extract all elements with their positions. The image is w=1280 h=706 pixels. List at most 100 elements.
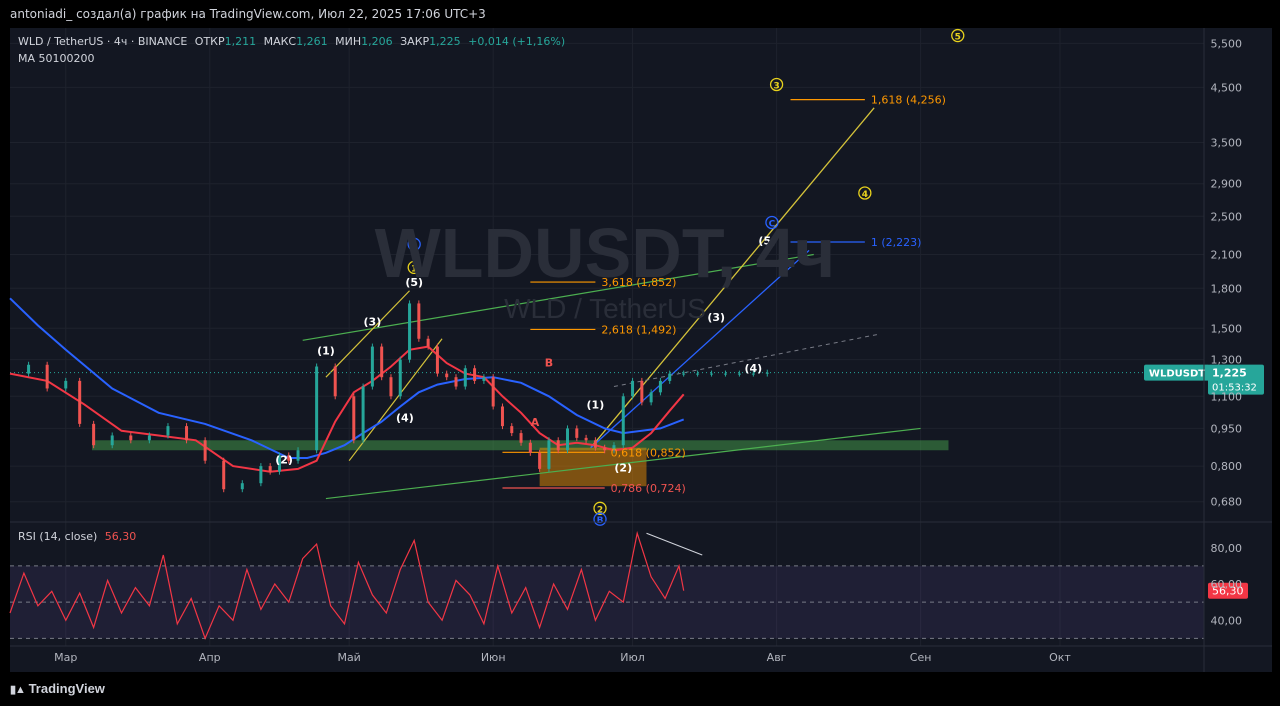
candle-body <box>417 303 421 339</box>
candle-body <box>463 368 467 387</box>
fib-level-label: 0,786 (0,724) <box>611 482 686 495</box>
wedge-lower <box>348 338 443 462</box>
price-tick-label: 1,800 <box>1211 282 1243 295</box>
legend-high-label: МАКС <box>263 35 297 48</box>
candle-body <box>389 377 393 397</box>
wave-circle <box>765 215 779 230</box>
wave-label: (4) <box>396 412 414 425</box>
candle-body <box>510 426 514 434</box>
time-tick-label: Сен <box>910 651 932 664</box>
wave-circle <box>769 77 784 92</box>
ma-slow-line <box>9 297 685 459</box>
time-tick-label: Окт <box>1049 651 1071 664</box>
candle-body <box>166 426 170 436</box>
candle-body <box>45 364 49 389</box>
candle-body <box>491 377 495 407</box>
tv-logo-text: TradingView <box>28 681 105 696</box>
legend-open-label: ОТКР <box>194 35 225 48</box>
time-tick-label: Авг <box>767 651 787 664</box>
candle-body <box>361 386 365 441</box>
candle-body <box>92 423 96 446</box>
fib-level-label: 1 (2,223) <box>871 236 922 249</box>
price-tick-label: 5,500 <box>1211 37 1243 50</box>
fib-level-label: 1,618 (4,256) <box>871 94 946 107</box>
price-tag-countdown: 01:53:32 <box>1212 383 1257 394</box>
price-chart[interactable]: 3,618 (1,852) 2,618 (1,492) 0,618 (0,852) 0… <box>0 0 1280 672</box>
plot-background <box>10 28 1204 646</box>
price-tick-label: 4,500 <box>1211 81 1243 94</box>
candle-body <box>203 440 207 461</box>
candle-body <box>408 303 412 360</box>
rsi-tag-value: 56,30 <box>1212 585 1244 598</box>
ma-legend[interactable]: MA 50100200 <box>18 52 95 65</box>
price-tick-label: 0,950 <box>1211 422 1243 435</box>
fib-level-label: 3,618 (1,852) <box>601 276 676 289</box>
wave-label: (3) <box>707 311 725 324</box>
candle-body <box>658 380 662 393</box>
channel-top <box>302 253 814 341</box>
caption-bar: antoniadi_ создал(а) график на TradingVi… <box>0 0 1280 28</box>
wave3-arrow <box>590 107 875 449</box>
wave-circle-label: A <box>411 241 418 251</box>
candle-body <box>129 435 133 441</box>
candle-body <box>751 373 755 375</box>
wave-label: (2) <box>614 462 632 475</box>
chart-zones <box>10 440 1204 639</box>
candle-body <box>556 440 560 451</box>
rsi-legend[interactable]: RSI (14, close) 56,30 <box>18 530 136 543</box>
legend-close: 1,225 <box>429 35 461 48</box>
rsi-line <box>9 530 685 641</box>
legend-change: +0,014 (+1,16%) <box>468 35 566 48</box>
symbol-tag-label: WLDUSDT <box>1149 369 1205 380</box>
footer-bar <box>0 672 1280 706</box>
candle-body <box>259 466 263 484</box>
wave-circle-label: 5 <box>955 33 961 43</box>
wave-label: (2) <box>275 453 293 466</box>
wave-circle <box>951 28 965 43</box>
candle-body <box>78 380 82 424</box>
tradingview-logo[interactable]: ▮▲ TradingView <box>10 681 105 696</box>
candle-body <box>593 440 597 448</box>
wave-circle-label: C <box>769 220 776 230</box>
wave-c-arrow <box>590 249 810 449</box>
candle-body <box>696 373 700 375</box>
candle-body <box>240 483 244 490</box>
price-tag-value: 1,225 <box>1212 367 1247 380</box>
candle-body <box>222 460 226 490</box>
tv-logo-icon: ▮▲ <box>10 684 26 696</box>
wave-circle <box>858 186 872 200</box>
time-tick-label: Июн <box>481 651 506 664</box>
legend-high: 1,261 <box>296 35 328 48</box>
candle-body <box>352 396 356 441</box>
chart-series <box>9 297 769 641</box>
chart-labels: 3,618 (1,852) 2,618 (1,492) 0,618 (0,852) 0… <box>275 28 1264 599</box>
candle-body <box>482 377 486 381</box>
candle-body <box>575 428 579 438</box>
candle-body <box>426 338 430 347</box>
legend-low: 1,206 <box>361 35 393 48</box>
candle-body <box>612 445 616 451</box>
price-tick-label: 1,500 <box>1211 322 1243 335</box>
candle-body <box>584 437 588 441</box>
candle-body <box>64 380 68 389</box>
rsi-tick-label: 40,00 <box>1211 614 1243 627</box>
candle-body <box>27 364 31 374</box>
candle-body <box>668 373 672 381</box>
price-tick-label: 1,300 <box>1211 354 1243 367</box>
candle-body <box>147 435 151 441</box>
wave-circle-label: B <box>597 516 604 526</box>
time-tick-label: Мар <box>54 651 77 664</box>
candle-body <box>110 435 114 446</box>
ma-fast-line <box>9 345 685 473</box>
chart-grid <box>10 28 1272 672</box>
chart-drawings <box>10 99 1204 556</box>
candle-body <box>603 447 607 451</box>
fib-level-label: 0,618 (0,852) <box>611 446 686 459</box>
candle-body <box>765 372 769 374</box>
candle-body <box>547 440 551 469</box>
legend-low-label: МИН <box>335 35 362 48</box>
wave-circle-label: 2 <box>597 505 603 515</box>
wave-label: (3) <box>364 315 382 328</box>
candle-body <box>287 455 291 461</box>
wave-label: (5) <box>405 276 423 289</box>
